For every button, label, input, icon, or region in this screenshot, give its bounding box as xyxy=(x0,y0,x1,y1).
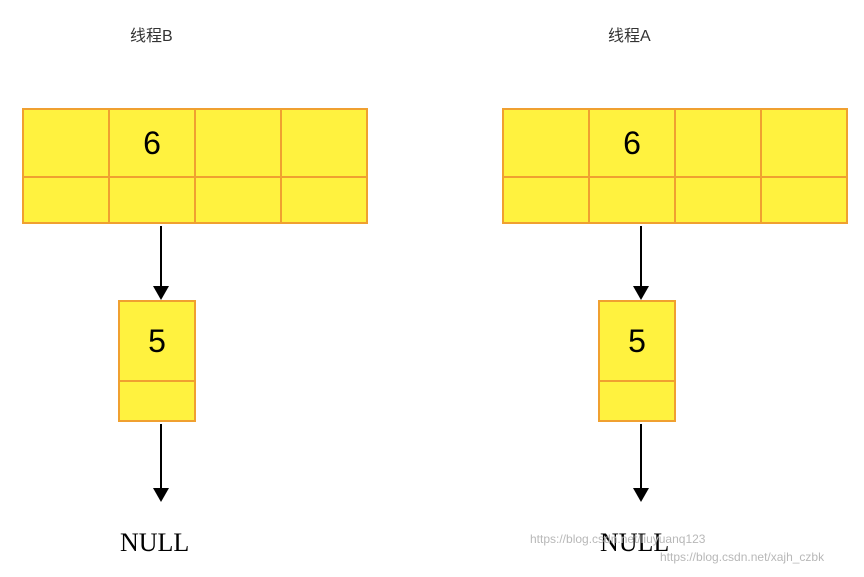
thread-b-title: 线程B xyxy=(130,22,173,46)
array-cell xyxy=(760,108,848,178)
array-cell xyxy=(502,176,590,224)
thread-a-title: 线程A xyxy=(608,22,651,46)
array-cell: 6 xyxy=(108,108,196,178)
array-cell xyxy=(194,108,282,178)
array-cell xyxy=(22,176,110,224)
node-cell-value: 5 xyxy=(118,300,196,382)
arrow-a-1 xyxy=(633,226,649,300)
node-cell-next xyxy=(598,380,676,422)
array-cell xyxy=(674,108,762,178)
array-cell xyxy=(280,176,368,224)
array-cell xyxy=(108,176,196,224)
array-cell xyxy=(22,108,110,178)
watermark-1: https://blog.csdn.net/liuyuanq123 xyxy=(530,532,705,546)
node-cell-next xyxy=(118,380,196,422)
arrow-b-2 xyxy=(153,424,169,502)
thread-a-node-5: 5 xyxy=(598,300,676,422)
array-cell xyxy=(588,176,676,224)
thread-b-array: 6 xyxy=(22,108,368,224)
array-cell: 6 xyxy=(588,108,676,178)
array-cell xyxy=(280,108,368,178)
thread-b-node-5: 5 xyxy=(118,300,196,422)
array-cell xyxy=(674,176,762,224)
watermark-2: https://blog.csdn.net/xajh_czbk xyxy=(660,550,824,564)
arrow-b-1 xyxy=(153,226,169,300)
array-cell xyxy=(760,176,848,224)
array-cell xyxy=(194,176,282,224)
array-cell xyxy=(502,108,590,178)
thread-b-null: NULL xyxy=(120,528,189,558)
arrow-a-2 xyxy=(633,424,649,502)
thread-a-array: 6 xyxy=(502,108,848,224)
node-cell-value: 5 xyxy=(598,300,676,382)
